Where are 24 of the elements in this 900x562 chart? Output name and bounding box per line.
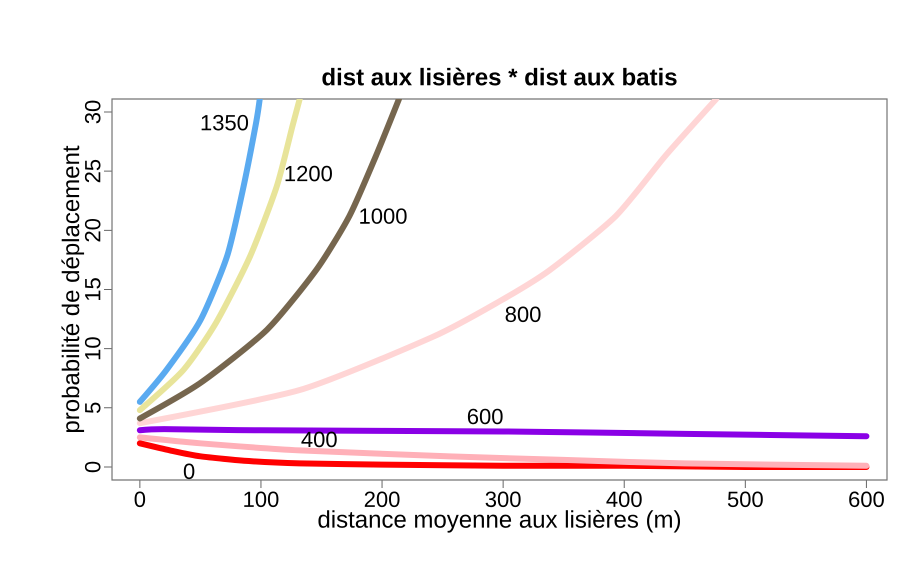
x-axis-title: distance moyenne aux lisières (m) xyxy=(318,510,680,533)
y-tick-label: 15 xyxy=(85,278,100,300)
y-tick-label: 30 xyxy=(84,100,100,124)
x-tick-label: 600 xyxy=(849,492,884,508)
x-tick-label: 500 xyxy=(728,492,763,508)
chart-title: dist aux lisières * dist aux batis xyxy=(322,68,677,86)
x-tick-label: 300 xyxy=(486,492,521,508)
x-tick-label: 200 xyxy=(364,492,400,508)
x-tick-label: 400 xyxy=(606,492,642,508)
series-label: 400 xyxy=(301,432,337,448)
y-tick-label: 0 xyxy=(84,462,100,472)
series-label: 1000 xyxy=(360,208,407,224)
y-tick-label: 20 xyxy=(84,218,100,242)
y-tick-label: 25 xyxy=(84,160,100,182)
y-tick-label: 5 xyxy=(85,402,100,414)
x-tick-label: 100 xyxy=(244,492,278,508)
series-label: 0 xyxy=(184,464,194,480)
series-label: 600 xyxy=(468,408,503,424)
series-label: 1350 xyxy=(202,114,248,130)
series-label: 1200 xyxy=(286,166,332,182)
y-axis-title: probabilité de déplacement xyxy=(61,146,84,432)
y-tick-label: 10 xyxy=(84,337,100,360)
series-label: 800 xyxy=(506,306,541,322)
x-tick-label: 0 xyxy=(134,492,146,508)
